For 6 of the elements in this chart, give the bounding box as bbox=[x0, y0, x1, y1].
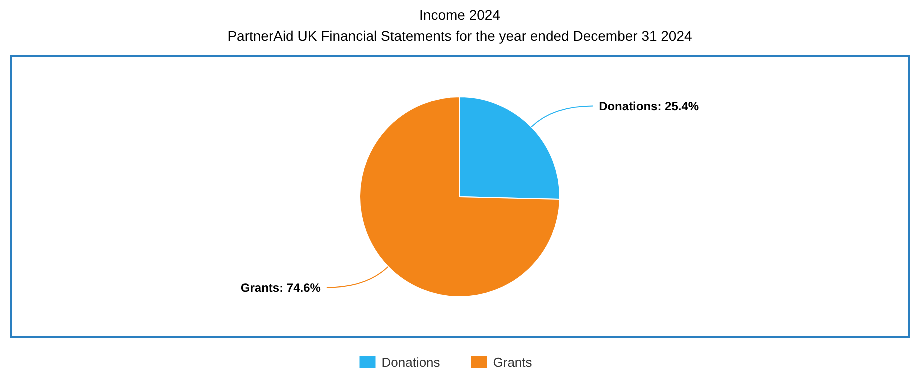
chart-subtitle: PartnerAid UK Financial Statements for the year ended December 31 2024 bbox=[228, 28, 693, 44]
chart-title: Income 2024 bbox=[420, 7, 501, 23]
data-label: Donations: 25.4% bbox=[599, 99, 700, 114]
legend-label: Donations bbox=[382, 355, 441, 370]
data-label: Grants: 74.6% bbox=[240, 280, 322, 295]
legend-label: Grants bbox=[493, 355, 533, 370]
